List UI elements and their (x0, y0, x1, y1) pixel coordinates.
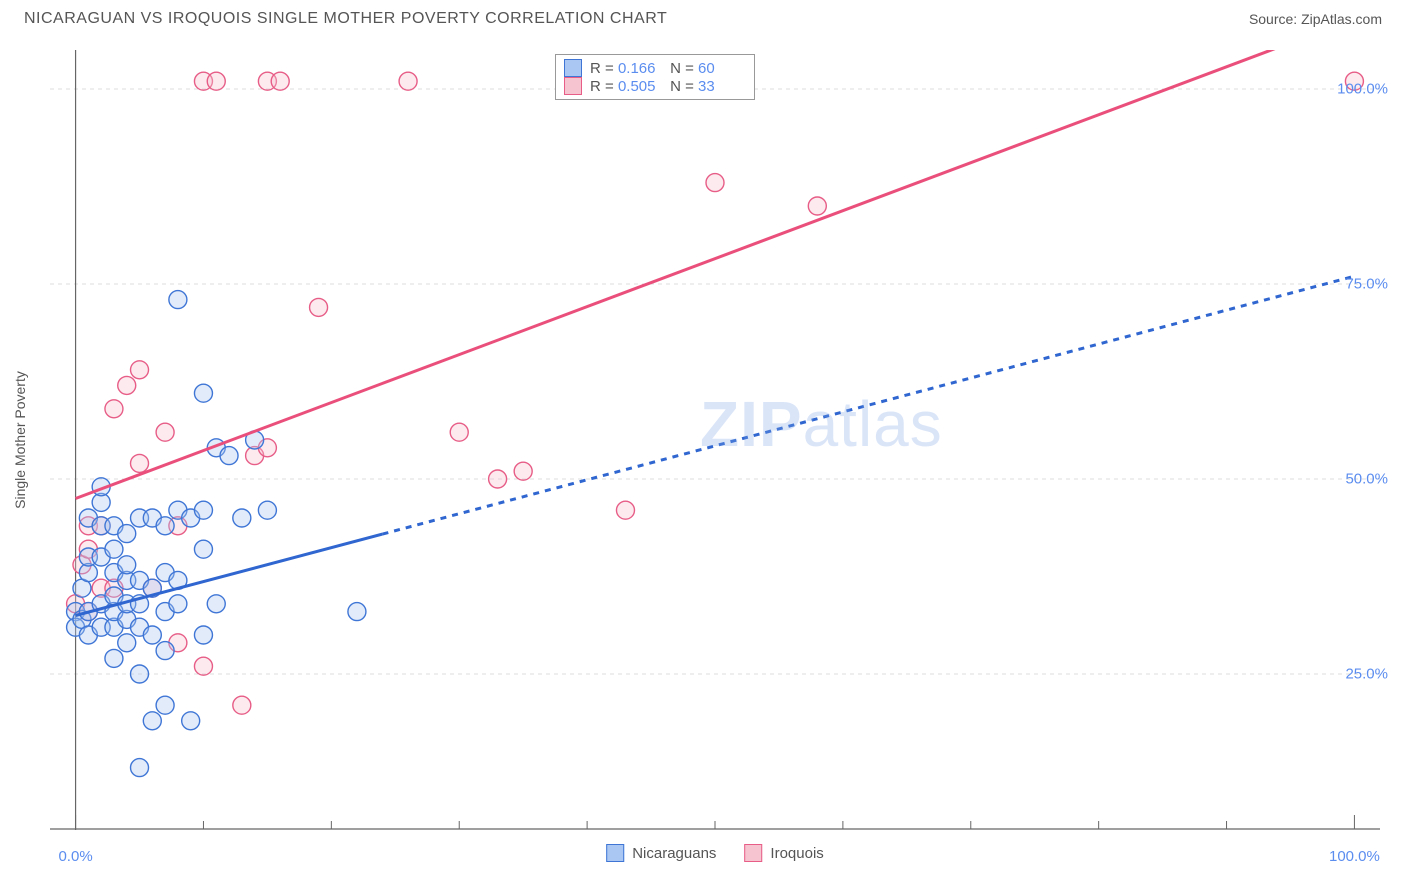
trend-line-nicaraguans-dashed (383, 276, 1355, 534)
data-point-nicaraguans (233, 509, 251, 527)
data-point-nicaraguans (194, 626, 212, 644)
stats-text-nicaraguans: R = 0.166 N = 60 (590, 60, 746, 77)
data-point-nicaraguans (131, 665, 149, 683)
data-point-iroquois (156, 423, 174, 441)
data-point-iroquois (310, 298, 328, 316)
y-tick-label: 50.0% (1318, 471, 1388, 488)
data-point-nicaraguans (194, 540, 212, 558)
data-point-iroquois (118, 376, 136, 394)
legend-label-iroquois: Iroquois (770, 845, 823, 862)
stats-swatch-nicaraguans (564, 59, 582, 77)
legend-item-iroquois: Iroquois (744, 844, 823, 862)
data-point-iroquois (399, 72, 417, 90)
x-tick-label: 100.0% (1329, 848, 1380, 865)
stats-legend: R = 0.166 N = 60R = 0.505 N = 33 (555, 54, 755, 100)
data-point-nicaraguans (156, 642, 174, 660)
chart-plot-area: Single Mother Poverty ZIPatlas 25.0%50.0… (50, 50, 1380, 830)
stats-row-nicaraguans: R = 0.166 N = 60 (564, 59, 746, 77)
legend-swatch-iroquois (744, 844, 762, 862)
data-point-iroquois (131, 361, 149, 379)
legend-swatch-nicaraguans (606, 844, 624, 862)
data-point-iroquois (105, 400, 123, 418)
data-point-nicaraguans (143, 626, 161, 644)
data-point-iroquois (233, 696, 251, 714)
legend-label-nicaraguans: Nicaraguans (632, 845, 716, 862)
data-point-iroquois (616, 501, 634, 519)
data-point-nicaraguans (156, 696, 174, 714)
data-point-nicaraguans (182, 712, 200, 730)
data-point-nicaraguans (169, 595, 187, 613)
data-point-nicaraguans (348, 603, 366, 621)
data-point-nicaraguans (118, 525, 136, 543)
data-point-nicaraguans (143, 712, 161, 730)
y-axis-label: Single Mother Poverty (12, 371, 28, 509)
y-tick-label: 100.0% (1318, 81, 1388, 98)
source-attribution: Source: ZipAtlas.com (1249, 11, 1382, 27)
series-legend: Nicaraguans Iroquois (606, 844, 824, 862)
data-point-nicaraguans (207, 595, 225, 613)
chart-title: NICARAGUAN VS IROQUOIS SINGLE MOTHER POV… (24, 10, 667, 28)
stats-swatch-iroquois (564, 77, 582, 95)
data-point-iroquois (808, 197, 826, 215)
data-point-nicaraguans (258, 501, 276, 519)
data-point-nicaraguans (194, 501, 212, 519)
data-point-iroquois (450, 423, 468, 441)
stats-text-iroquois: R = 0.505 N = 33 (590, 78, 746, 95)
data-point-iroquois (207, 72, 225, 90)
source-name: ZipAtlas.com (1301, 11, 1382, 27)
stats-row-iroquois: R = 0.505 N = 33 (564, 77, 746, 95)
data-point-nicaraguans (194, 384, 212, 402)
data-point-iroquois (194, 657, 212, 675)
data-point-iroquois (489, 470, 507, 488)
data-point-iroquois (706, 174, 724, 192)
data-point-nicaraguans (105, 540, 123, 558)
data-point-nicaraguans (169, 291, 187, 309)
data-point-nicaraguans (118, 556, 136, 574)
data-point-nicaraguans (118, 634, 136, 652)
data-point-iroquois (271, 72, 289, 90)
data-point-iroquois (514, 462, 532, 480)
data-point-nicaraguans (220, 447, 238, 465)
data-point-nicaraguans (131, 759, 149, 777)
source-prefix: Source: (1249, 11, 1301, 27)
scatter-plot-svg (50, 50, 1380, 830)
data-point-iroquois (131, 454, 149, 472)
trend-line-iroquois (76, 50, 1355, 499)
y-tick-label: 75.0% (1318, 276, 1388, 293)
x-tick-label: 0.0% (58, 848, 92, 865)
legend-item-nicaraguans: Nicaraguans (606, 844, 716, 862)
data-point-nicaraguans (156, 517, 174, 535)
data-point-nicaraguans (105, 649, 123, 667)
y-tick-label: 25.0% (1318, 666, 1388, 683)
